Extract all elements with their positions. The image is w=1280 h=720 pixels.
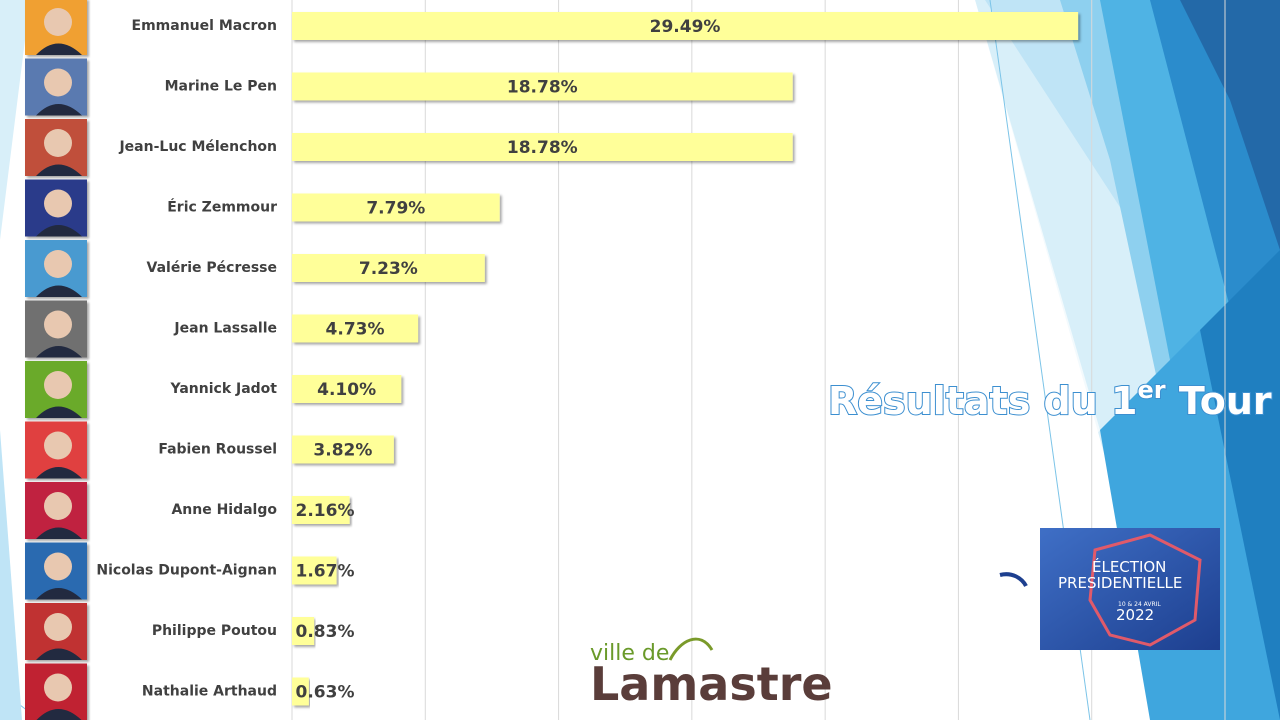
candidate-photo-face — [44, 129, 72, 157]
candidate-photo-body — [36, 104, 82, 116]
value-label: 1.67% — [296, 562, 355, 582]
value-label: 7.23% — [359, 259, 418, 279]
logo-text: Lamastre — [590, 657, 833, 711]
bar — [292, 193, 500, 222]
candidate-photo-body — [36, 43, 82, 55]
candidate-photo-face — [44, 552, 72, 581]
value-label: 7.79% — [366, 199, 425, 219]
candidate-photo-face — [44, 673, 72, 702]
category-label: Yannick Jadot — [169, 381, 277, 397]
candidate-photo-body — [36, 467, 82, 479]
bar — [292, 12, 1079, 40]
title-part: Résultats du 1 — [828, 379, 1137, 423]
bar — [292, 435, 394, 464]
candidate-photo-face — [44, 310, 72, 339]
candidate-photo-face — [44, 189, 72, 218]
candidate-photo-face — [44, 8, 72, 36]
election-badge: ÉLECTION PRESIDENTIELLE 10 & 24 AVRIL 20… — [985, 528, 1220, 650]
bar — [292, 496, 350, 524]
candidate-photo-face — [44, 613, 72, 641]
bars: Emmanuel Macron 29.49% Marine Le Pen 18.78%… — [96, 12, 1079, 706]
category-label: Jean Lassalle — [173, 321, 277, 337]
bar — [292, 72, 793, 101]
value-label: 4.73% — [326, 320, 385, 340]
category-label: Anne Hidalgo — [171, 502, 277, 518]
category-label: Éric Zemmour — [167, 199, 277, 216]
value-label: 2.16% — [296, 501, 355, 521]
category-label: Nathalie Arthaud — [142, 684, 277, 700]
candidate-photo-body — [36, 285, 82, 297]
bar — [292, 254, 485, 282]
value-label: 29.49% — [650, 17, 721, 37]
bar — [292, 556, 337, 585]
badge-text: PRESIDENTIELLE — [1058, 574, 1182, 592]
value-label: 4.10% — [317, 380, 376, 400]
candidate-photo-face — [44, 68, 72, 97]
category-label: Philippe Poutou — [152, 623, 277, 639]
title-superscript: er — [1137, 376, 1165, 404]
bar — [292, 617, 315, 645]
category-label: Emmanuel Macron — [132, 18, 277, 34]
bar — [292, 133, 793, 161]
candidate-photo-face — [44, 431, 72, 460]
category-label: Valérie Pécresse — [147, 260, 278, 276]
candidate-photo-body — [36, 164, 82, 176]
candidate-photo-body — [36, 648, 82, 660]
candidate-photo-body — [36, 709, 82, 720]
value-label: 18.78% — [507, 78, 578, 98]
value-label: 3.82% — [313, 441, 372, 461]
category-label: Nicolas Dupont-Aignan — [96, 563, 277, 579]
bar — [292, 677, 309, 706]
logo-text: ville de — [590, 641, 669, 666]
candidate-photo-face — [44, 492, 72, 520]
candidate-photo-body — [36, 225, 82, 237]
logo: ville de Lamastre — [590, 637, 833, 711]
badge-year: 2022 — [1116, 606, 1154, 624]
candidate-photo-face — [44, 371, 72, 399]
category-label: Fabien Roussel — [158, 442, 277, 458]
candidate-photo-body — [36, 346, 82, 358]
category-label: Jean-Luc Mélenchon — [118, 139, 277, 155]
bar — [292, 314, 419, 343]
chart-title: Résultats du 1er Tour — [828, 376, 1272, 423]
value-label: 0.63% — [296, 683, 355, 703]
bar — [292, 375, 402, 403]
candidate-photo-body — [36, 406, 82, 418]
badge-dates: 10 & 24 AVRIL — [1118, 601, 1161, 608]
candidate-photo-body — [36, 588, 82, 600]
value-label: 18.78% — [507, 138, 578, 158]
badge-background — [1040, 528, 1220, 650]
badge-text: ÉLECTION — [1092, 557, 1166, 576]
candidate-photo-body — [36, 527, 82, 539]
value-label: 0.83% — [296, 622, 355, 642]
category-label: Marine Le Pen — [165, 79, 277, 95]
title-part: Tour — [1166, 379, 1272, 423]
photos — [25, 0, 87, 720]
candidate-photo-face — [44, 250, 72, 278]
